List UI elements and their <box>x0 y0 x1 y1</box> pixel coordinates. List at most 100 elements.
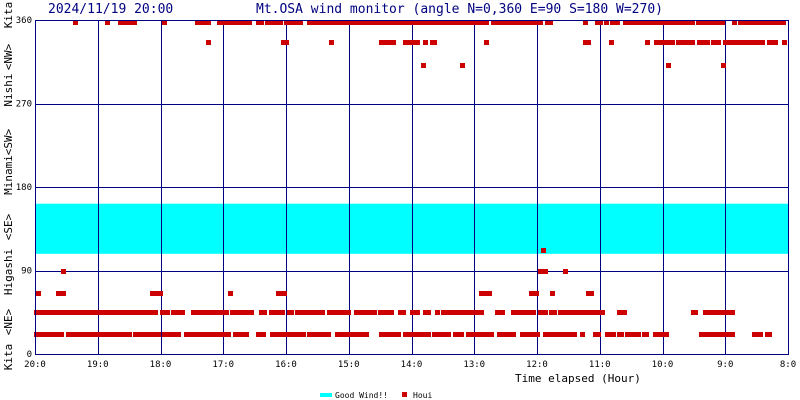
houi-point <box>197 310 202 315</box>
houi-point <box>340 310 345 315</box>
houi-point <box>118 332 123 337</box>
houi-point <box>238 332 243 337</box>
houi-point <box>124 332 129 337</box>
houi-point <box>390 20 395 25</box>
houi-point <box>269 310 274 315</box>
houi-point <box>113 332 118 337</box>
houi-point <box>295 310 300 315</box>
houi-point <box>489 332 494 337</box>
houi-point <box>757 40 762 45</box>
houi-point <box>284 40 289 45</box>
houi-point <box>609 40 614 45</box>
houi-point <box>713 20 718 25</box>
houi-point <box>208 310 213 315</box>
houi-point <box>206 20 211 25</box>
houi-point <box>280 310 285 315</box>
houi-point <box>650 20 655 25</box>
houi-point <box>476 310 481 315</box>
houi-point <box>198 332 203 337</box>
houi-point <box>304 310 309 315</box>
houi-point <box>538 20 543 25</box>
houi-point <box>580 332 585 337</box>
houi-point <box>559 332 564 337</box>
houi-point <box>346 310 351 315</box>
houi-point <box>127 332 132 337</box>
houi-point <box>382 332 387 337</box>
houi-point <box>600 310 605 315</box>
houi-point <box>554 332 559 337</box>
houi-point <box>393 332 398 337</box>
houi-point <box>423 40 428 45</box>
houi-point <box>301 310 306 315</box>
houi-point <box>357 310 362 315</box>
houi-point <box>562 332 567 337</box>
houi-point <box>73 20 78 25</box>
houi-point <box>443 332 448 337</box>
houi-point <box>484 20 489 25</box>
houi-point <box>701 20 706 25</box>
houi-point <box>543 269 548 274</box>
houi-point <box>329 310 334 315</box>
houi-point <box>656 332 661 337</box>
timestamp-label: 2024/11/19 20:00 <box>48 2 173 17</box>
houi-point <box>781 20 786 25</box>
houi-point <box>315 332 320 337</box>
houi-point <box>661 332 666 337</box>
houi-point <box>444 310 449 315</box>
houi-point <box>755 332 760 337</box>
houi-point <box>458 310 463 315</box>
houi-point <box>142 310 147 315</box>
houi-point <box>194 310 199 315</box>
houi-point <box>68 310 73 315</box>
houi-point <box>690 20 695 25</box>
houi-point <box>577 310 582 315</box>
houi-point <box>195 332 200 337</box>
houi-point <box>235 332 240 337</box>
houi-point <box>281 332 286 337</box>
x-tick-label: 13:0 <box>463 360 485 370</box>
houi-point <box>589 291 594 296</box>
houi-point <box>65 310 70 315</box>
houi-point <box>43 310 48 315</box>
houi-point <box>529 291 534 296</box>
chart-title: Mt.OSA wind monitor (angle N=0,360 E=90 … <box>256 2 663 17</box>
houi-point <box>223 332 228 337</box>
houi-point <box>441 20 446 25</box>
houi-point <box>382 40 387 45</box>
houi-point <box>284 332 289 337</box>
houi-point <box>174 310 179 315</box>
houi-point <box>309 20 314 25</box>
houi-point <box>247 20 252 25</box>
houi-point <box>421 20 426 25</box>
houi-point <box>473 310 478 315</box>
houi-point <box>722 310 727 315</box>
houi-point <box>192 332 197 337</box>
houi-point <box>403 332 408 337</box>
houi-point <box>670 40 675 45</box>
houi-point <box>350 332 355 337</box>
houi-point <box>122 310 127 315</box>
houi-point <box>112 310 117 315</box>
houi-point <box>684 20 689 25</box>
houi-point <box>435 310 440 315</box>
houi-point <box>608 332 613 337</box>
houi-point <box>511 310 516 315</box>
houi-point <box>115 310 120 315</box>
houi-point <box>378 310 383 315</box>
houi-point <box>195 20 200 25</box>
houi-point <box>773 40 778 45</box>
houi-point <box>514 310 519 315</box>
houi-point <box>51 310 56 315</box>
houi-point <box>118 20 123 25</box>
houi-point <box>732 40 737 45</box>
houi-point <box>711 40 716 45</box>
houi-point <box>732 20 737 25</box>
houi-point <box>534 291 539 296</box>
houi-point <box>335 310 340 315</box>
houi-point <box>510 20 515 25</box>
houi-point <box>315 310 320 315</box>
houi-point <box>586 40 591 45</box>
houi-point <box>315 20 320 25</box>
houi-point <box>782 40 787 45</box>
